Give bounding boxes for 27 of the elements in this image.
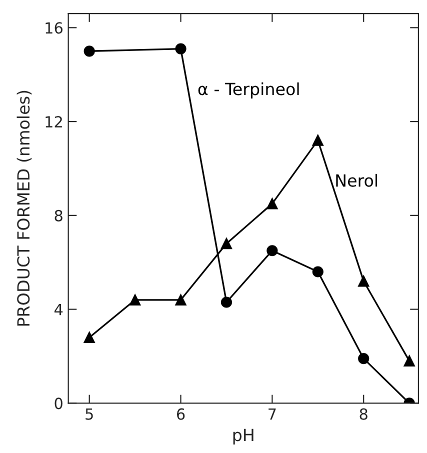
point <box>220 238 232 250</box>
point <box>84 332 95 344</box>
point <box>312 266 324 278</box>
y-axis-title: PRODUCT FORMED (nmoles) <box>16 90 32 326</box>
y-tick-label: 8 <box>54 210 62 222</box>
point <box>312 134 324 146</box>
x-tick-label: 8 <box>360 408 368 420</box>
point <box>266 198 278 210</box>
point <box>130 294 141 306</box>
y-tick-label: 0 <box>54 398 62 410</box>
x-tick-label: 5 <box>86 408 93 420</box>
x-axis-title: pH <box>233 428 254 445</box>
point <box>404 355 415 366</box>
point <box>358 353 370 364</box>
point <box>175 294 186 306</box>
point <box>220 296 232 308</box>
series-label: α - Terpineol <box>198 82 299 99</box>
y-tick-label: 12 <box>46 116 62 128</box>
point <box>358 276 370 287</box>
point <box>175 43 186 54</box>
point <box>266 245 278 256</box>
y-tick-label: 16 <box>46 22 62 34</box>
x-tick-label: 6 <box>176 408 185 420</box>
point <box>84 46 95 57</box>
x-tick-label: 7 <box>268 408 276 420</box>
y-tick-label: 4 <box>54 304 63 316</box>
series-label: Nerol <box>336 174 378 187</box>
